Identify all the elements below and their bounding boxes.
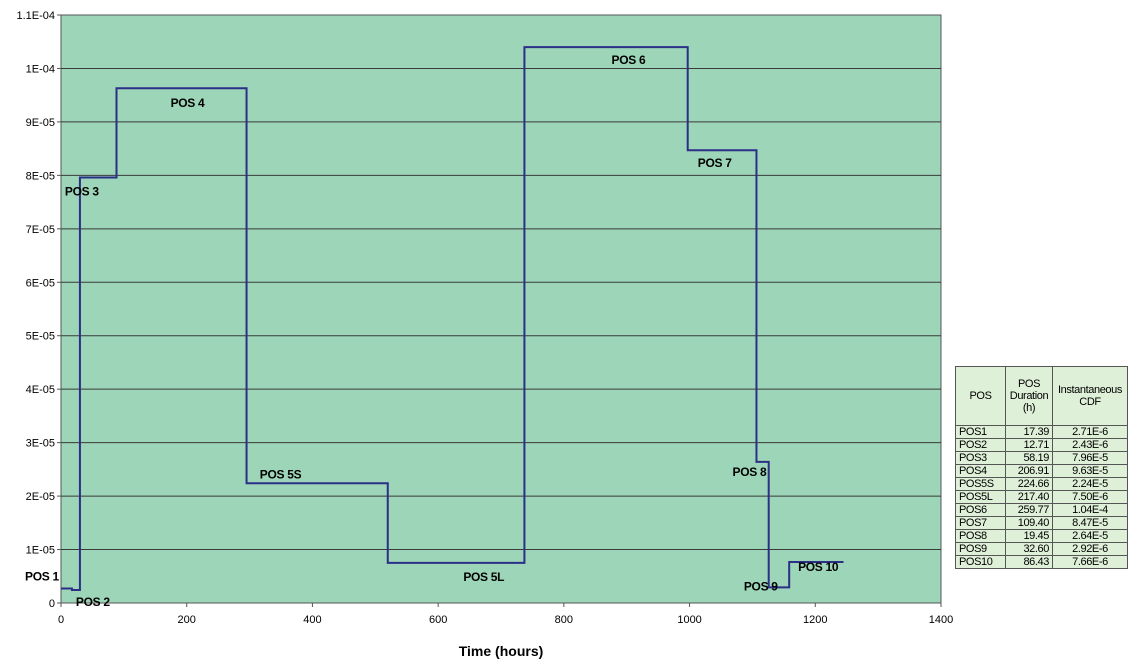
- y-tick-label: 9E-05: [26, 117, 55, 129]
- table-row: POS7 109.40 8.47E-5: [955, 516, 1128, 530]
- y-tick-label: 6E-05: [26, 277, 55, 289]
- table-cell: POS3: [955, 451, 1006, 465]
- table-row: POS4 206.91 9.63E-5: [955, 464, 1128, 478]
- table-row: POS1 17.39 2.71E-6: [955, 425, 1128, 439]
- table-cell: 2.71E-6: [1052, 425, 1128, 439]
- pos-annotation: POS 9: [744, 579, 778, 593]
- x-tick-label: 600: [429, 614, 447, 626]
- y-tick-label: 3E-05: [26, 438, 55, 450]
- pos-annotation: POS 5S: [260, 467, 302, 481]
- table-cell: 19.45: [1005, 529, 1053, 543]
- table-cell: 17.39: [1005, 425, 1053, 439]
- table-header-pos: POS: [955, 366, 1006, 426]
- table-header-row: POS POS Duration (h) Instantaneous CDF: [955, 366, 1128, 426]
- table-cell: 109.40: [1005, 516, 1053, 530]
- table-cell: POS2: [955, 438, 1006, 452]
- y-tick-label: 2E-05: [26, 491, 55, 503]
- table-header-duration: POS Duration (h): [1005, 366, 1053, 426]
- x-tick-label: 800: [555, 614, 573, 626]
- table-cell: 7.96E-5: [1052, 451, 1128, 465]
- table-cell: POS1: [955, 425, 1006, 439]
- table-cell: 1.04E-4: [1052, 503, 1128, 517]
- table-cell: 259.77: [1005, 503, 1053, 517]
- table-row: POS5S 224.66 2.24E-5: [955, 477, 1128, 491]
- table-cell: 9.63E-5: [1052, 464, 1128, 478]
- table-row: POS6 259.77 1.04E-4: [955, 503, 1128, 517]
- pos-annotation: POS 6: [611, 53, 645, 67]
- table-cell: 2.92E-6: [1052, 542, 1128, 556]
- table-cell: 2.43E-6: [1052, 438, 1128, 452]
- series-line: [61, 46, 844, 592]
- x-tick-label: 400: [303, 614, 321, 626]
- x-tick-label: 0: [58, 614, 64, 626]
- table-cell: POS4: [955, 464, 1006, 478]
- pos-annotation: POS 3: [65, 185, 99, 199]
- table-cell: POS5S: [955, 477, 1006, 491]
- table-header-cdf: Instantaneous CDF: [1052, 366, 1128, 426]
- table-cell: POS5L: [955, 490, 1006, 504]
- x-tick-label: 200: [178, 614, 196, 626]
- pos-annotation: POS 5L: [463, 570, 504, 584]
- table-cell: POS9: [955, 542, 1006, 556]
- table-row: POS3 58.19 7.96E-5: [955, 451, 1128, 465]
- table-cell: 7.50E-6: [1052, 490, 1128, 504]
- table-row: POS9 32.60 2.92E-6: [955, 542, 1128, 556]
- x-tick-label: 1200: [803, 614, 827, 626]
- x-axis-title: Time (hours): [459, 643, 544, 659]
- table-cell: 58.19: [1005, 451, 1053, 465]
- table-cell: POS8: [955, 529, 1006, 543]
- table-cell: POS7: [955, 516, 1006, 530]
- table-cell: 7.66E-6: [1052, 555, 1128, 569]
- table-row: POS5L 217.40 7.50E-6: [955, 490, 1128, 504]
- y-tick-label: 5E-05: [26, 331, 55, 343]
- table-cell: 206.91: [1005, 464, 1053, 478]
- y-tick-label: 1E-05: [26, 545, 55, 557]
- pos-annotation: POS 7: [698, 156, 732, 170]
- plot-area: [60, 14, 942, 604]
- y-tick-label: 1E-04: [26, 63, 55, 75]
- table-cell: 8.47E-5: [1052, 516, 1128, 530]
- pos-annotation: POS 1: [25, 570, 59, 584]
- table-row: POS2 12.71 2.43E-6: [955, 438, 1128, 452]
- table-cell: 217.40: [1005, 490, 1053, 504]
- pos-annotation: POS 8: [733, 465, 767, 479]
- x-tick-label: 1000: [677, 614, 701, 626]
- y-tick-label: 8E-05: [26, 170, 55, 182]
- table-cell: POS10: [955, 555, 1006, 569]
- table-cell: 12.71: [1005, 438, 1053, 452]
- pos-annotation: POS 10: [798, 560, 839, 574]
- table-row: POS10 86.43 7.66E-6: [955, 555, 1128, 569]
- table-row: POS8 19.45 2.64E-5: [955, 529, 1128, 543]
- table-cell: 2.64E-5: [1052, 529, 1128, 543]
- pos-table: POS POS Duration (h) Instantaneous CDF P…: [955, 366, 1128, 569]
- table-cell: 86.43: [1005, 555, 1053, 569]
- pos-annotation: POS 2: [76, 595, 110, 609]
- pos-annotation: POS 4: [171, 96, 205, 110]
- y-tick-label: 7E-05: [26, 224, 55, 236]
- table-cell: 2.24E-5: [1052, 477, 1128, 491]
- y-tick-label: 1.1E-04: [16, 10, 55, 22]
- x-tick-label: 1400: [929, 614, 953, 626]
- y-tick-label: 0: [49, 598, 55, 610]
- table-cell: POS6: [955, 503, 1006, 517]
- table-cell: 224.66: [1005, 477, 1053, 491]
- y-tick-label: 4E-05: [26, 384, 55, 396]
- table-cell: 32.60: [1005, 542, 1053, 556]
